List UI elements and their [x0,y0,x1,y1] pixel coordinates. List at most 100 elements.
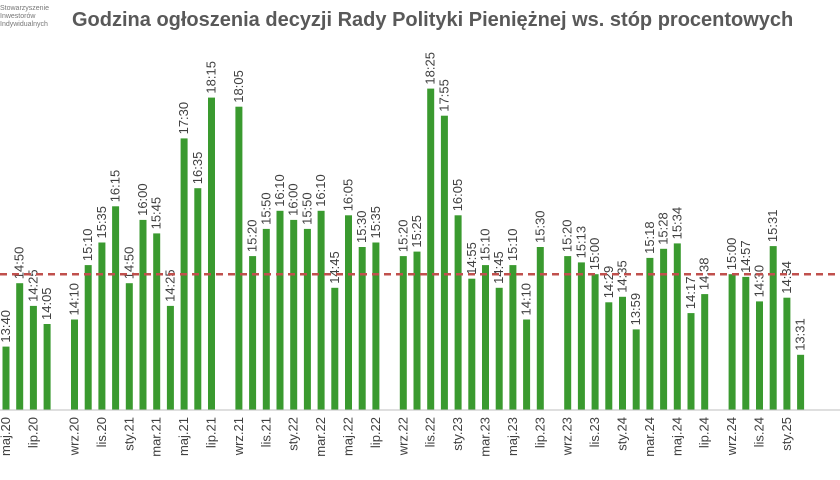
data-label: 16:35 [190,152,205,185]
bar [591,274,599,410]
data-label: 14:50 [121,247,136,280]
data-label: 15:00 [587,238,602,271]
bar [98,242,106,410]
x-tick-label: maj.22 [341,417,356,456]
data-label: 16:10 [272,174,287,207]
data-label: 18:05 [231,70,246,103]
bar [290,219,298,410]
x-tick-label: lis.22 [423,417,438,447]
x-tick-label: lis.24 [752,417,767,447]
data-label: 14:35 [615,260,630,293]
bar [523,319,531,410]
x-tick-label: sty.22 [286,417,301,451]
x-tick-label: sty.21 [121,417,136,451]
bar [208,97,215,410]
x-tick-label: maj.20 [0,417,13,456]
data-label: 15:31 [765,210,780,243]
x-tick-label: lip.21 [204,417,219,448]
x-tick-label: lip.24 [697,417,712,448]
data-label: 15:25 [409,215,424,248]
bar [303,228,311,410]
bar [756,301,763,410]
data-label: 15:20 [245,220,260,253]
x-tick-label: lip.22 [368,417,383,448]
data-label: 14:10 [67,283,82,316]
data-label: 14:10 [519,283,534,316]
x-tick-label: lis.20 [94,417,109,447]
data-label: 16:10 [313,174,328,207]
data-label: 15:28 [656,212,671,245]
bar [317,210,325,410]
logo-line-1: Stowarzyszenie [0,5,50,12]
data-label: 17:30 [176,102,191,135]
bar [16,283,24,410]
bar [194,188,202,410]
bar [427,88,435,410]
logo: Stowarzyszenie Inwestorów Indywidualnych [0,5,70,29]
data-label: 13:59 [628,293,643,326]
bar [536,247,544,410]
bar [153,233,161,410]
data-label: 15:45 [149,197,164,230]
bar [577,262,585,410]
x-tick-label: wrz.20 [67,417,82,456]
bar [112,206,120,410]
data-label: 14:25 [162,269,177,302]
bar [769,246,777,410]
data-label: 14:38 [697,258,712,291]
bar [687,313,695,410]
x-tick-label: lis.21 [258,417,273,447]
bar [619,296,626,410]
bar [71,319,78,410]
bar [358,247,366,410]
bar [399,256,407,410]
bar [742,276,750,410]
x-tick-label: mar.22 [313,417,328,457]
data-label: 14:55 [464,242,479,275]
bar [440,115,448,410]
data-label: 15:10 [478,229,493,262]
bar [482,265,489,410]
bar [372,242,380,410]
bar [84,265,92,410]
x-tick-label: wrz.22 [395,417,410,456]
bar [454,215,462,410]
bar [468,278,476,410]
data-label: 15:00 [724,238,739,271]
chart-title: Godzina ogłoszenia decyzji Rady Polityki… [72,9,794,31]
x-tick-label: maj.23 [505,417,520,456]
data-label: 15:34 [669,207,684,240]
bar [125,283,133,410]
logo-line-2: Inwestorów [0,13,36,20]
data-label: 15:20 [395,220,410,253]
data-label: 15:20 [560,220,575,253]
data-label: 14:34 [779,261,794,294]
bar [632,329,640,410]
x-tick-label: maj.21 [176,417,191,456]
bar [235,106,243,410]
data-label: 15:35 [94,206,109,239]
x-tick-label: wrz.24 [724,417,739,456]
data-label: 15:30 [532,210,547,243]
x-tick-label: lip.23 [532,417,547,448]
data-label: 14:45 [327,251,342,284]
bar [495,287,503,410]
data-label: 15:50 [258,192,273,225]
bar [605,302,613,410]
data-label: 15:30 [354,210,369,243]
data-label: 16:00 [286,183,301,216]
bar [43,324,51,410]
data-label: 13:31 [793,318,808,351]
data-label: 14:05 [39,287,54,320]
x-tick-label: wrz.21 [231,417,246,456]
data-label: 18:15 [204,61,219,94]
bar [2,346,10,410]
x-tick-label: sty.23 [450,417,465,451]
x-tick-label: mar.23 [478,417,493,457]
data-label: 14:17 [683,277,698,310]
x-tick-label: sty.24 [615,417,630,451]
data-label: 14:50 [12,247,27,280]
data-label: 14:25 [25,269,40,302]
data-label: 16:05 [450,179,465,212]
